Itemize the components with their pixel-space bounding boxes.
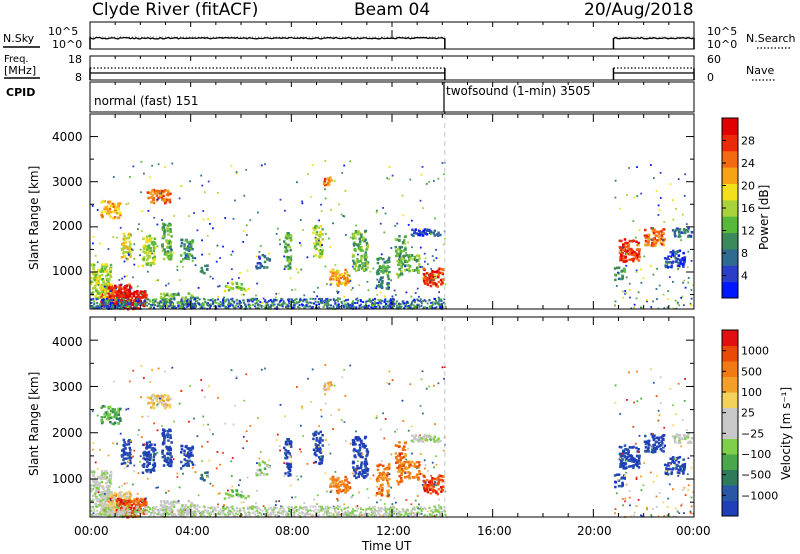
velocity-colorbar-label: Velocity [m s⁻¹] (779, 387, 793, 480)
nsky-traces (89, 30, 695, 49)
colorbar-tick: 25 (741, 407, 755, 420)
xtick-label-1: 04:00 (175, 524, 210, 538)
colorbar-tick: −25 (741, 427, 764, 440)
freq-label-line1: Freq. (4, 54, 29, 65)
colorbar-tick: −1000 (741, 489, 778, 502)
axes-ticks (89, 22, 695, 517)
nave-tick-high: 60 (707, 53, 721, 66)
nsearch-label: N.Search (746, 32, 796, 45)
power-colorbar: 4 8 12 16 20 24 28 (721, 117, 755, 299)
power-heatmap-data (90, 160, 695, 311)
xtick-label-3: 12:00 (376, 524, 411, 538)
velocity-ytick-1000: 1000 (52, 472, 83, 486)
station-title: Clyde River (fitACF) (92, 0, 259, 20)
velocity-ytick-4000: 4000 (52, 335, 83, 349)
cpid-segment-normal: normal (fast) 151 (94, 94, 198, 108)
power-ylabel: Slant Range [km] (27, 166, 41, 270)
colorbar-tick: 100 (741, 386, 762, 399)
nsky-label: N.Sky (3, 32, 35, 45)
colorbar-tick: 16 (741, 202, 755, 215)
colorbar-tick: 28 (741, 135, 755, 148)
nave-tick-low: 0 (707, 71, 714, 84)
colorbar-tick: 12 (741, 225, 755, 238)
xtick-label-4: 16:00 (477, 524, 512, 538)
xtick-label-6: 00:00 (676, 524, 711, 538)
freq-label-line2: [MHz] (4, 64, 36, 77)
colorbar-tick: 20 (741, 180, 755, 193)
velocity-ytick-3000: 3000 (52, 380, 83, 394)
nsearch-tick-high: 10^5 (707, 25, 737, 38)
colorbar-tick: 500 (741, 365, 762, 378)
velocity-colorbar: −1000 −500 −100 −25 25 100 500 1000 (721, 329, 778, 517)
freq-tick-low: 8 (75, 71, 82, 84)
power-ytick-2000: 2000 (52, 219, 83, 233)
xtick-label-0: 00:00 (74, 524, 109, 538)
cpid-segment-twofsound: twofsound (1-min) 3505 (446, 84, 591, 98)
xaxis-label: Time UT (361, 539, 412, 553)
colorbar-tick: −100 (741, 448, 771, 461)
cpid-label: CPID (6, 86, 35, 99)
power-ytick-1000: 1000 (52, 264, 83, 278)
nsky-tick-low: 10^0 (52, 38, 82, 51)
colorbar-tick: −500 (741, 469, 771, 482)
nave-label: Nave (746, 64, 774, 77)
nsearch-tick-low: 10^0 (707, 38, 737, 51)
power-colorbar-label: Power [dB] (757, 185, 771, 250)
power-ytick-4000: 4000 (52, 130, 83, 144)
nsky-tick-high: 10^5 (48, 25, 78, 38)
velocity-ylabel: Slant Range [km] (27, 372, 41, 476)
velocity-ytick-2000: 2000 (52, 426, 83, 440)
power-ytick-3000: 3000 (52, 175, 83, 189)
velocity-heatmap-data (90, 364, 695, 519)
xtick-label-5: 20:00 (577, 524, 612, 538)
freq-tick-high: 18 (68, 53, 82, 66)
colorbar-tick: 1000 (741, 345, 769, 358)
colorbar-tick: 24 (741, 157, 755, 170)
colorbar-tick: 4 (741, 270, 748, 283)
beam-label: Beam 04 (354, 0, 431, 20)
date-label: 20/Aug/2018 (584, 0, 694, 20)
xtick-label-2: 08:00 (275, 524, 310, 538)
colorbar-tick: 8 (741, 247, 748, 260)
freq-traces (89, 67, 695, 80)
